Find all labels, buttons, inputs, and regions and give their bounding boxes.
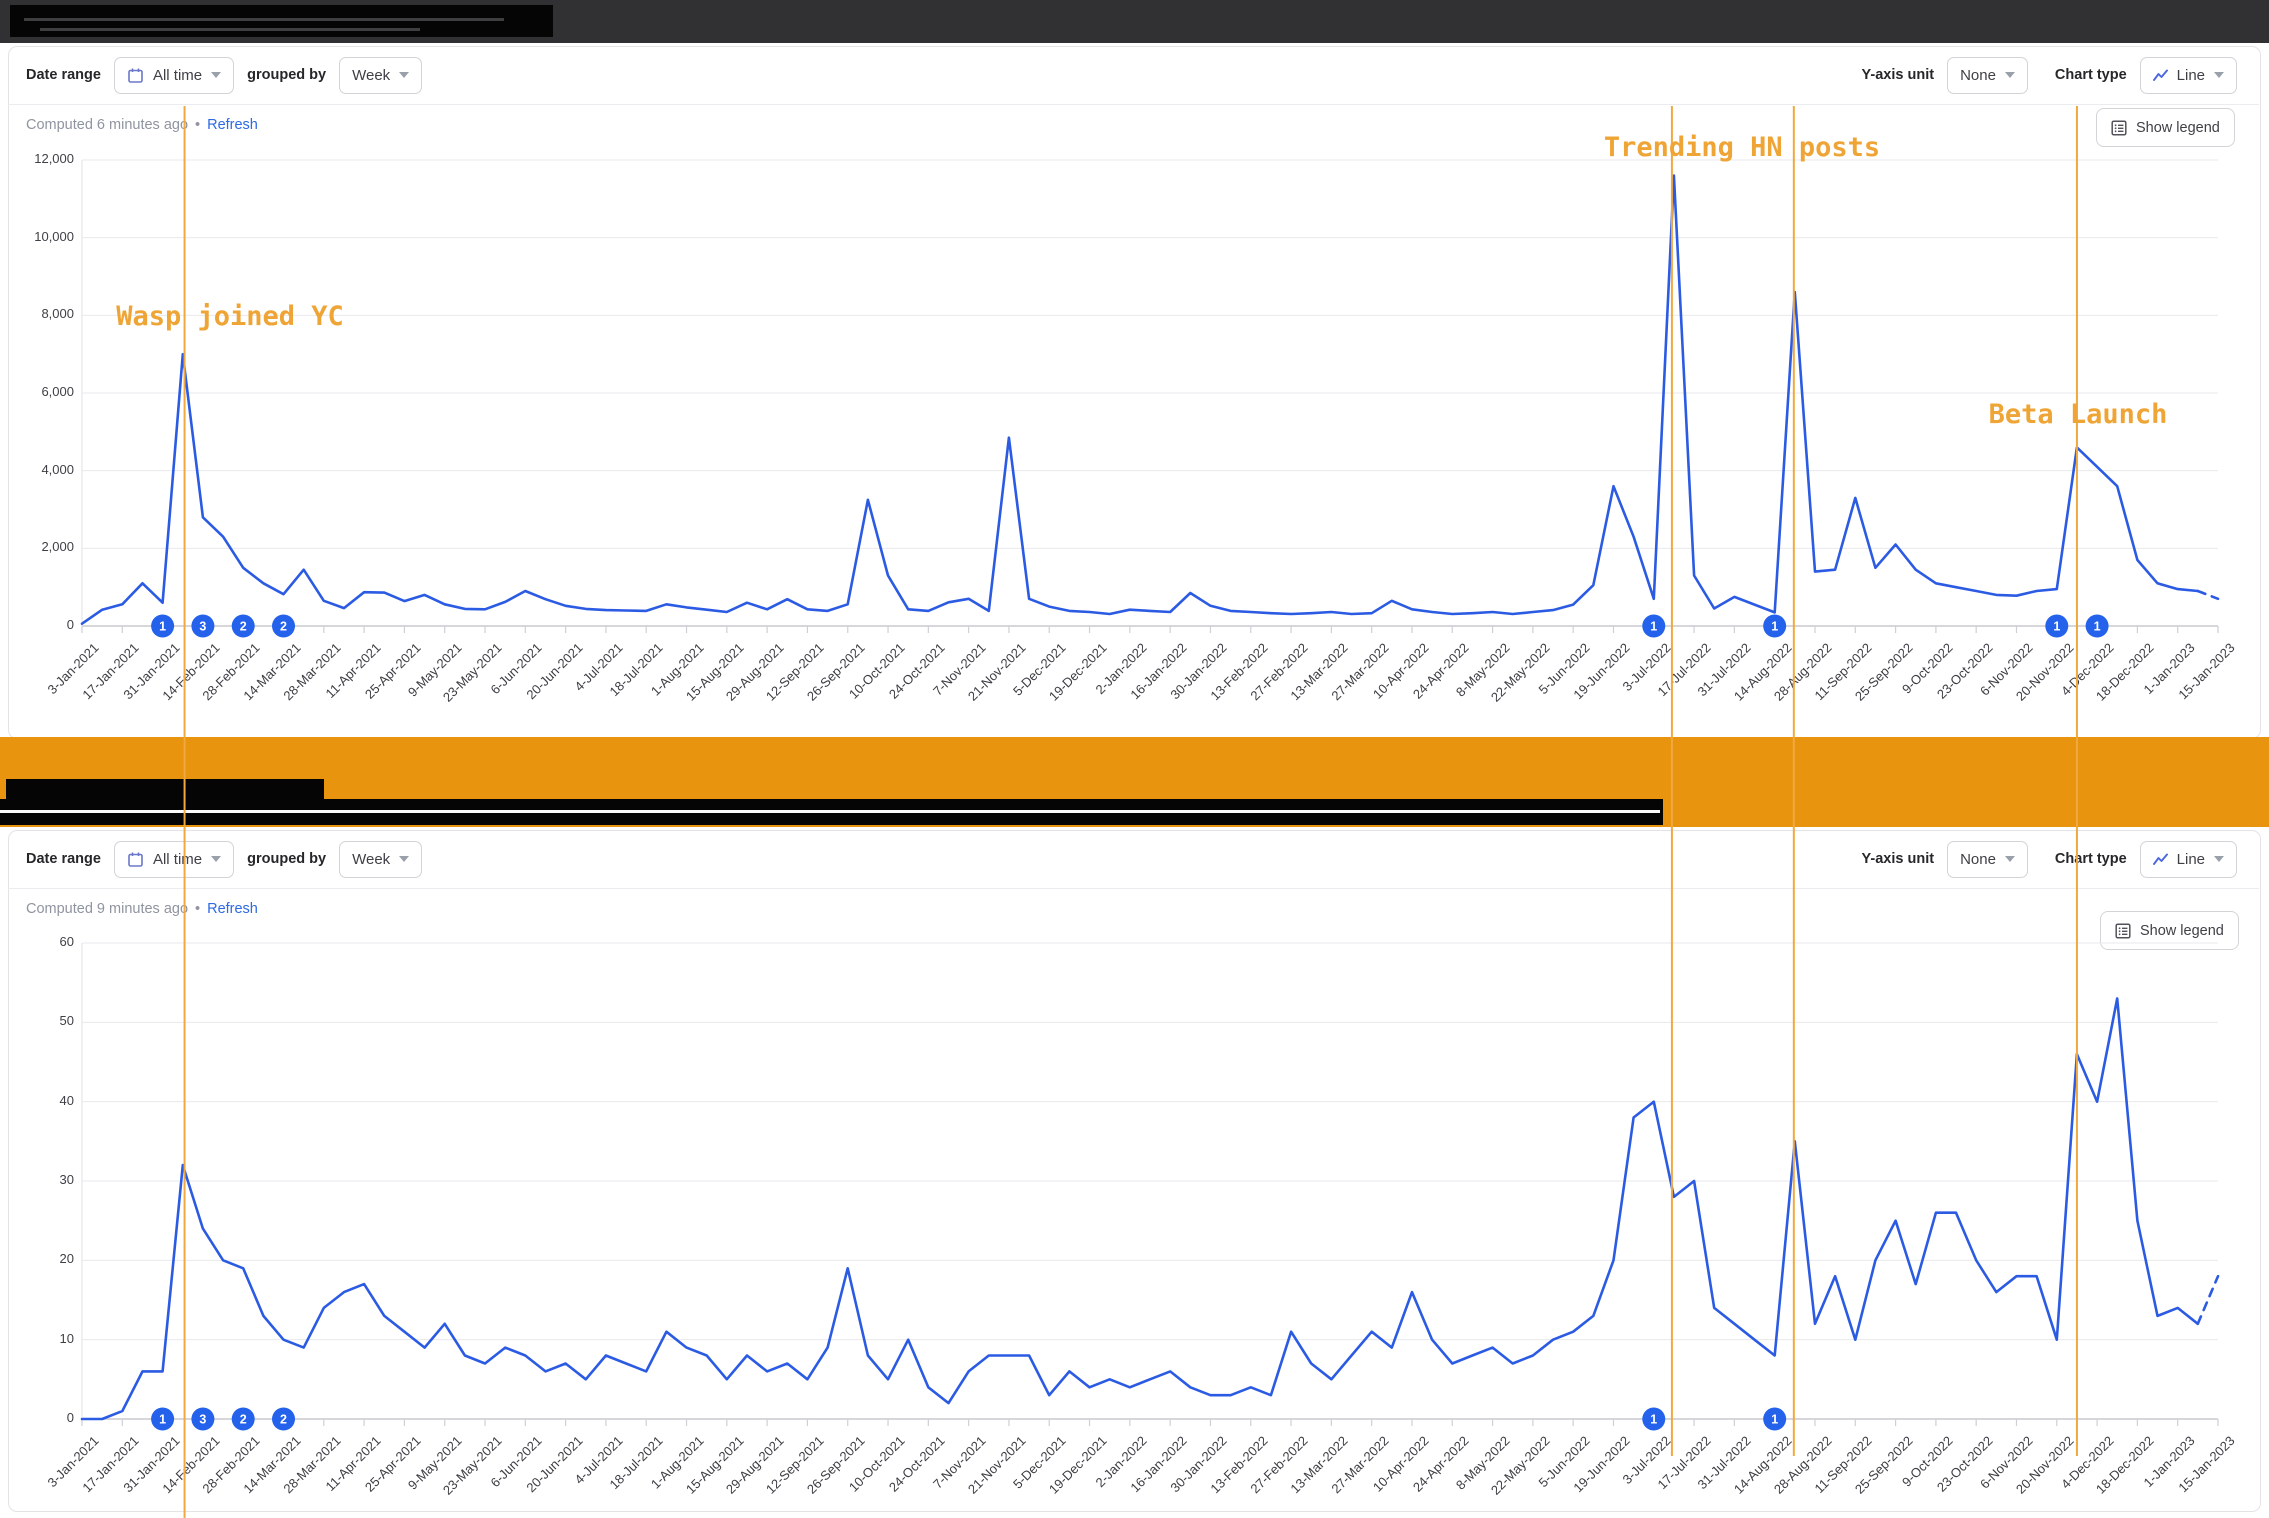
y-axis-unit-dropdown[interactable]: None <box>1947 840 2028 878</box>
chart-type-dropdown[interactable]: Line <box>2139 56 2237 94</box>
legend-icon <box>2111 119 2127 136</box>
legend-icon <box>2115 922 2131 939</box>
chevron-down-icon <box>2004 72 2015 78</box>
event-marker[interactable]: 1 <box>1763 614 1787 638</box>
group-by-value: Week <box>352 66 391 84</box>
y-axis-unit-dropdown[interactable]: None <box>1947 56 2028 94</box>
grouped-by-label: grouped by <box>247 851 327 867</box>
event-marker[interactable]: 1 <box>1642 1407 1666 1431</box>
event-marker[interactable]: 2 <box>272 1407 296 1431</box>
calendar-icon <box>128 68 143 83</box>
svg-text:1: 1 <box>159 1413 166 1427</box>
event-marker[interactable]: 3 <box>191 1407 215 1431</box>
show-legend-label: Show legend <box>2140 922 2224 939</box>
chart-type-label: Chart type <box>2054 851 2127 867</box>
event-marker[interactable]: 2 <box>272 614 296 638</box>
refresh-link[interactable]: Refresh <box>207 117 258 133</box>
y-axis-unit-label: Y-axis unit <box>1861 67 1935 83</box>
redacted-section-title <box>0 799 1663 825</box>
bullet-separator: • <box>195 117 201 133</box>
group-by-value: Week <box>352 850 391 868</box>
date-range-dropdown[interactable]: All time <box>113 840 235 878</box>
svg-text:2: 2 <box>240 1413 247 1427</box>
chevron-down-icon <box>2214 72 2224 78</box>
line-chart-icon <box>2152 853 2168 865</box>
chart-toolbar: Date range All time grouped by Week Y-ax… <box>8 830 2259 889</box>
date-range-value: All time <box>152 850 203 868</box>
computed-status: Computed 6 minutes ago • Refresh <box>26 117 258 133</box>
show-legend-button[interactable]: Show legend <box>2096 108 2235 147</box>
chart-type-dropdown[interactable]: Line <box>2139 840 2237 878</box>
chevron-down-icon <box>2004 856 2015 862</box>
chevron-down-icon <box>211 856 222 862</box>
computed-status: Computed 9 minutes ago • Refresh <box>26 901 258 917</box>
svg-text:2: 2 <box>280 620 287 634</box>
svg-text:1: 1 <box>2053 620 2060 634</box>
refresh-link[interactable]: Refresh <box>207 901 258 917</box>
svg-text:3: 3 <box>199 620 206 634</box>
chevron-down-icon <box>211 72 222 78</box>
computed-text: Computed 6 minutes ago <box>26 117 189 133</box>
y-axis-unit-value: None <box>1960 66 1996 84</box>
event-marker[interactable]: 1 <box>2045 614 2069 638</box>
svg-text:2: 2 <box>280 1413 287 1427</box>
event-marker[interactable]: 1 <box>2085 614 2109 638</box>
chart-type-value: Line <box>2176 66 2205 84</box>
svg-text:1: 1 <box>1650 620 1657 634</box>
event-marker[interactable]: 3 <box>191 614 215 638</box>
show-legend-label: Show legend <box>2136 119 2220 136</box>
grouped-by-label: grouped by <box>247 67 327 83</box>
chart-card-bottom <box>8 830 2261 1512</box>
redaction-streak <box>24 18 504 21</box>
group-by-dropdown[interactable]: Week <box>339 56 423 94</box>
section-divider-band <box>0 737 2269 827</box>
date-range-value: All time <box>152 66 203 84</box>
chart-toolbar: Date range All time grouped by Week Y-ax… <box>8 46 2259 105</box>
svg-text:3: 3 <box>199 1413 206 1427</box>
event-marker[interactable]: 1 <box>1763 1407 1787 1431</box>
group-by-dropdown[interactable]: Week <box>339 840 423 878</box>
y-axis-unit-label: Y-axis unit <box>1861 851 1935 867</box>
redacted-title <box>10 5 553 37</box>
redaction-streak <box>40 28 420 31</box>
event-marker[interactable]: 1 <box>1642 614 1666 638</box>
computed-text: Computed 9 minutes ago <box>26 901 189 917</box>
line-chart-icon <box>2152 69 2168 81</box>
svg-text:1: 1 <box>1771 1413 1778 1427</box>
chart-type-label: Chart type <box>2054 67 2127 83</box>
calendar-icon <box>128 852 143 867</box>
bullet-separator: • <box>195 901 201 917</box>
date-range-dropdown[interactable]: All time <box>113 56 235 94</box>
event-marker[interactable]: 2 <box>231 1407 255 1431</box>
chevron-down-icon <box>399 72 410 78</box>
app-header <box>0 0 2269 43</box>
event-marker[interactable]: 2 <box>231 614 255 638</box>
chevron-down-icon <box>399 856 410 862</box>
show-legend-button[interactable]: Show legend <box>2100 911 2239 950</box>
annotation-wasp-joined-yc: Wasp joined YC <box>116 301 344 332</box>
chart-card-top <box>8 46 2261 739</box>
date-range-label: Date range <box>26 67 101 83</box>
chevron-down-icon <box>2214 856 2224 862</box>
y-axis-unit-value: None <box>1960 850 1996 868</box>
redaction-streak <box>0 810 1660 813</box>
svg-text:1: 1 <box>2094 620 2101 634</box>
event-marker[interactable]: 1 <box>151 614 175 638</box>
annotation-beta-launch: Beta Launch <box>1988 399 2168 430</box>
date-range-label: Date range <box>26 851 101 867</box>
svg-text:1: 1 <box>159 620 166 634</box>
svg-text:1: 1 <box>1771 620 1778 634</box>
annotation-trending-hn-posts: Trending HN posts <box>1603 132 1881 163</box>
chart-type-value: Line <box>2176 850 2205 868</box>
event-marker[interactable]: 1 <box>151 1407 175 1431</box>
svg-text:2: 2 <box>240 620 247 634</box>
svg-text:1: 1 <box>1650 1413 1657 1427</box>
